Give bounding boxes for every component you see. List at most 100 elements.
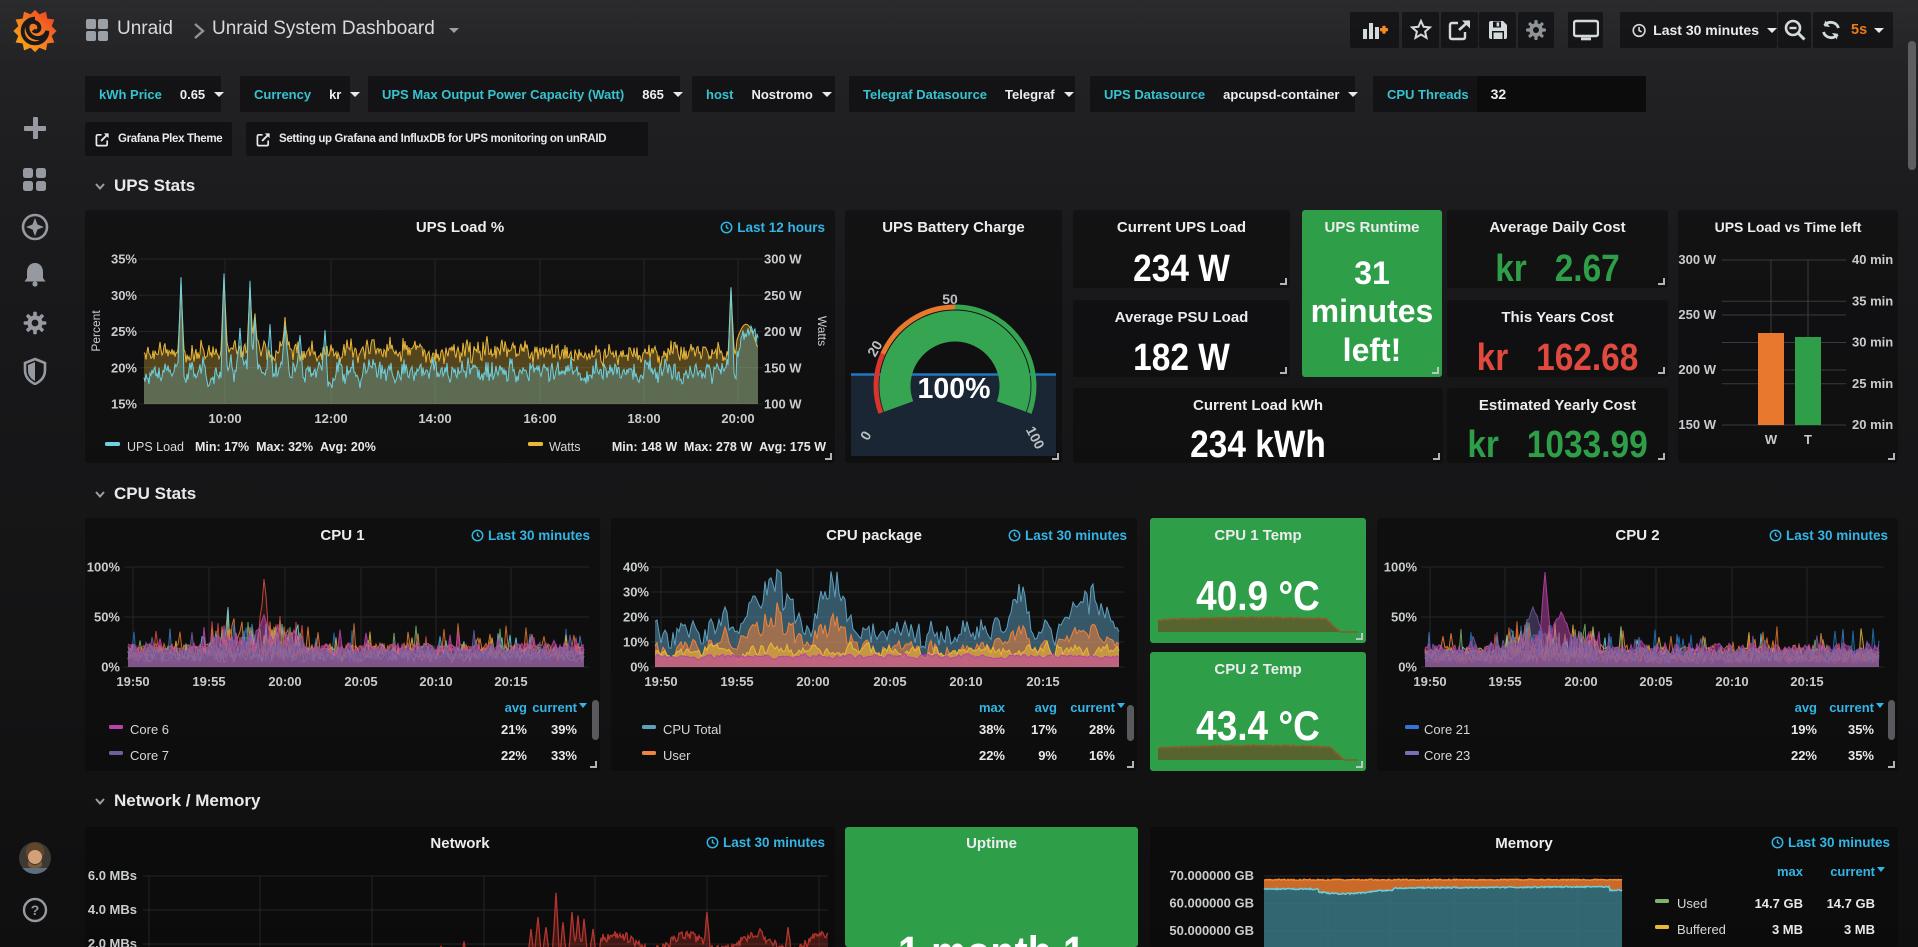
svg-text:22%: 22% — [501, 748, 527, 763]
svg-text:14:00: 14:00 — [418, 411, 451, 426]
svg-text:100 W: 100 W — [764, 397, 802, 412]
svg-text:current: current — [1830, 864, 1875, 879]
svg-text:70.000000 GB: 70.000000 GB — [1169, 868, 1254, 883]
svg-text:0%: 0% — [1398, 660, 1417, 675]
svg-text:6.0 MBs: 6.0 MBs — [88, 868, 137, 883]
svg-text:14.7 GB: 14.7 GB — [1827, 896, 1875, 911]
svg-text:20:15: 20:15 — [1026, 674, 1059, 689]
svg-text:20:10: 20:10 — [1715, 674, 1748, 689]
svg-text:CPU Total: CPU Total — [663, 722, 721, 737]
svg-text:2.0 MBs: 2.0 MBs — [88, 936, 137, 947]
svg-text:20%: 20% — [111, 360, 137, 375]
svg-text:10%: 10% — [623, 635, 649, 650]
svg-text:Min: 148 W Max: 278 W Avg: 1: Min: 148 W Max: 278 W Avg: 175 W — [612, 440, 826, 454]
svg-text:35%: 35% — [1848, 722, 1874, 737]
svg-text:20:05: 20:05 — [1639, 674, 1672, 689]
svg-text:current: current — [1070, 700, 1115, 715]
svg-text:16%: 16% — [1089, 748, 1115, 763]
svg-text:T: T — [1804, 432, 1812, 447]
svg-text:28%: 28% — [1089, 722, 1115, 737]
svg-text:20:15: 20:15 — [494, 674, 527, 689]
svg-text:9%: 9% — [1038, 748, 1057, 763]
svg-text:60.000000 GB: 60.000000 GB — [1169, 896, 1254, 911]
svg-text:38%: 38% — [979, 722, 1005, 737]
svg-text:40 min: 40 min — [1852, 252, 1893, 267]
svg-text:16:00: 16:00 — [523, 411, 556, 426]
svg-text:Core 21: Core 21 — [1424, 722, 1470, 737]
svg-text:50.000000 GB: 50.000000 GB — [1169, 923, 1254, 938]
svg-text:19:50: 19:50 — [116, 674, 149, 689]
svg-text:200 W: 200 W — [1678, 362, 1716, 377]
svg-text:22%: 22% — [1791, 748, 1817, 763]
svg-text:250 W: 250 W — [764, 288, 802, 303]
svg-text:Watts: Watts — [815, 316, 829, 346]
svg-text:19:55: 19:55 — [720, 674, 753, 689]
svg-text:12:00: 12:00 — [314, 411, 347, 426]
svg-text:30 min: 30 min — [1852, 335, 1893, 350]
svg-text:17%: 17% — [1031, 722, 1057, 737]
svg-text:25%: 25% — [111, 324, 137, 339]
svg-text:?: ? — [31, 902, 40, 918]
svg-text:20:05: 20:05 — [873, 674, 906, 689]
svg-text:current: current — [1829, 700, 1874, 715]
svg-text:avg: avg — [1035, 700, 1057, 715]
svg-text:15%: 15% — [111, 397, 137, 412]
svg-text:19:55: 19:55 — [192, 674, 225, 689]
svg-text:35%: 35% — [1848, 748, 1874, 763]
svg-text:150 W: 150 W — [764, 360, 802, 375]
svg-text:300 W: 300 W — [764, 252, 802, 267]
svg-text:40%: 40% — [623, 560, 649, 575]
svg-text:max: max — [979, 700, 1006, 715]
svg-text:10:00: 10:00 — [208, 411, 241, 426]
svg-text:0%: 0% — [630, 660, 649, 675]
svg-text:19:50: 19:50 — [1413, 674, 1446, 689]
svg-text:3 MB: 3 MB — [1844, 922, 1875, 937]
svg-text:20:00: 20:00 — [796, 674, 829, 689]
svg-text:33%: 33% — [551, 748, 577, 763]
svg-text:20:05: 20:05 — [344, 674, 377, 689]
svg-text:current: current — [532, 700, 577, 715]
svg-text:50%: 50% — [1391, 610, 1417, 625]
svg-text:30%: 30% — [623, 585, 649, 600]
svg-text:0%: 0% — [101, 660, 120, 675]
svg-text:20:15: 20:15 — [1790, 674, 1823, 689]
svg-text:35 min: 35 min — [1852, 293, 1893, 308]
svg-text:150 W: 150 W — [1678, 417, 1716, 432]
svg-text:18:00: 18:00 — [627, 411, 660, 426]
svg-text:39%: 39% — [551, 722, 577, 737]
svg-text:300 W: 300 W — [1678, 252, 1716, 267]
svg-text:Watts: Watts — [549, 440, 580, 454]
svg-text:22%: 22% — [979, 748, 1005, 763]
svg-text:User: User — [663, 748, 691, 763]
svg-text:Min: 17% Max: 32% Avg: 20%: Min: 17% Max: 32% Avg: 20% — [195, 440, 376, 454]
svg-text:20:00: 20:00 — [268, 674, 301, 689]
svg-text:W: W — [1765, 432, 1778, 447]
svg-text:Core 7: Core 7 — [130, 748, 169, 763]
svg-text:50: 50 — [942, 291, 958, 307]
svg-text:avg: avg — [505, 700, 527, 715]
svg-text:200 W: 200 W — [764, 324, 802, 339]
svg-text:20:00: 20:00 — [1564, 674, 1597, 689]
svg-text:Used: Used — [1677, 896, 1707, 911]
svg-text:20%: 20% — [623, 610, 649, 625]
svg-text:250 W: 250 W — [1678, 307, 1716, 322]
svg-text:20:10: 20:10 — [419, 674, 452, 689]
svg-text:21%: 21% — [501, 722, 527, 737]
svg-text:avg: avg — [1795, 700, 1817, 715]
svg-text:Percent: Percent — [89, 310, 103, 352]
svg-text:Core 6: Core 6 — [130, 722, 169, 737]
svg-text:UPS Load: UPS Load — [127, 440, 184, 454]
svg-text:4.0 MBs: 4.0 MBs — [88, 902, 137, 917]
svg-text:30%: 30% — [111, 288, 137, 303]
svg-text:50%: 50% — [94, 610, 120, 625]
svg-text:3 MB: 3 MB — [1772, 922, 1803, 937]
svg-text:35%: 35% — [111, 252, 137, 267]
svg-text:100%: 100% — [918, 373, 991, 405]
svg-text:25 min: 25 min — [1852, 376, 1893, 391]
svg-text:20:00: 20:00 — [721, 411, 754, 426]
svg-text:Buffered: Buffered — [1677, 922, 1726, 937]
svg-text:20: 20 — [864, 338, 886, 360]
svg-text:19:50: 19:50 — [644, 674, 677, 689]
svg-text:19:55: 19:55 — [1488, 674, 1521, 689]
svg-text:100%: 100% — [87, 560, 121, 575]
